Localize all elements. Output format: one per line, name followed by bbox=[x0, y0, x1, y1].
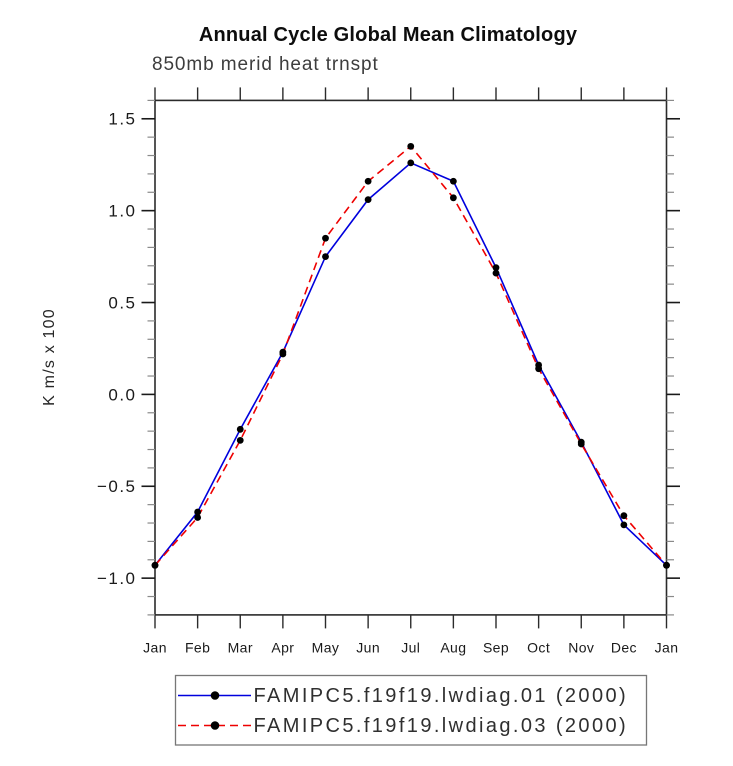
y-tick-label: −0.5 bbox=[97, 477, 137, 496]
y-tick-label: 0.5 bbox=[108, 293, 136, 312]
data-point-marker bbox=[577, 440, 585, 448]
plot-frame bbox=[154, 99, 668, 616]
y-tick-label: 0.0 bbox=[108, 385, 136, 404]
legend-series-label: FAMIPC5.f19f19.lwdiag.03 (2000) bbox=[254, 715, 629, 737]
x-tick-label: Oct bbox=[527, 640, 550, 656]
data-point-marker bbox=[236, 425, 244, 433]
chart-subtitle: 850mb merid heat trnspt bbox=[152, 54, 379, 75]
chart-title: Annual Cycle Global Mean Climatology bbox=[199, 24, 578, 46]
series-lines bbox=[154, 145, 668, 566]
data-point-marker bbox=[407, 159, 415, 167]
data-point-marker bbox=[322, 234, 329, 242]
legend-box bbox=[174, 674, 648, 746]
legend-marker-dot bbox=[210, 721, 220, 730]
axis-tick-labels: Jan Feb Mar Apr May Jun Jul Aug Sep Oct Nov Dec Jan 1… bbox=[97, 110, 678, 656]
data-point-marker bbox=[449, 194, 457, 202]
data-point-marker bbox=[364, 177, 372, 185]
data-point-marker bbox=[194, 508, 202, 516]
x-tick-label: Apr bbox=[271, 640, 294, 656]
y-tick-label: −1.0 bbox=[97, 569, 137, 588]
x-tick-label: May bbox=[312, 640, 340, 656]
data-point-marker bbox=[279, 350, 287, 358]
data-point-marker bbox=[492, 264, 500, 272]
data-point-marker bbox=[492, 269, 500, 277]
x-tick-label: Jan bbox=[143, 640, 167, 656]
data-point-marker bbox=[620, 512, 628, 520]
x-tick-label: Mar bbox=[228, 640, 253, 656]
data-point-marker bbox=[322, 253, 329, 260]
y-axis-label: K m/s x 100 bbox=[41, 308, 58, 406]
series-line-0 bbox=[154, 161, 668, 566]
axis-ticks bbox=[141, 87, 680, 629]
x-tick-label: Feb bbox=[185, 640, 210, 656]
y-tick-label: 1.5 bbox=[108, 110, 136, 129]
data-point-markers bbox=[151, 142, 670, 569]
data-point-marker bbox=[236, 436, 244, 444]
x-tick-label: Jun bbox=[356, 640, 380, 656]
data-point-marker bbox=[449, 177, 457, 185]
y-tick-label: 1.0 bbox=[108, 202, 136, 221]
legend: FAMIPC5.f19f19.lwdiag.01 (2000) FAMIPC5.f… bbox=[174, 674, 648, 746]
series-line-1 bbox=[154, 145, 668, 566]
data-point-marker bbox=[194, 514, 202, 521]
data-point-marker bbox=[663, 561, 670, 569]
data-point-marker bbox=[364, 196, 372, 204]
data-point-marker bbox=[151, 561, 159, 569]
x-tick-label: Sep bbox=[483, 640, 509, 656]
x-tick-label: Aug bbox=[440, 640, 466, 656]
plot-frame-rect bbox=[154, 99, 668, 616]
legend-series-label: FAMIPC5.f19f19.lwdiag.01 (2000) bbox=[254, 685, 629, 707]
x-tick-label: Jul bbox=[401, 640, 420, 656]
data-point-marker bbox=[620, 521, 628, 529]
data-point-marker bbox=[407, 142, 415, 150]
x-tick-label: Dec bbox=[611, 640, 637, 656]
data-point-marker bbox=[535, 365, 543, 373]
legend-marker-dot bbox=[210, 691, 220, 700]
x-tick-label: Jan bbox=[655, 640, 679, 656]
x-tick-label: Nov bbox=[568, 640, 594, 656]
